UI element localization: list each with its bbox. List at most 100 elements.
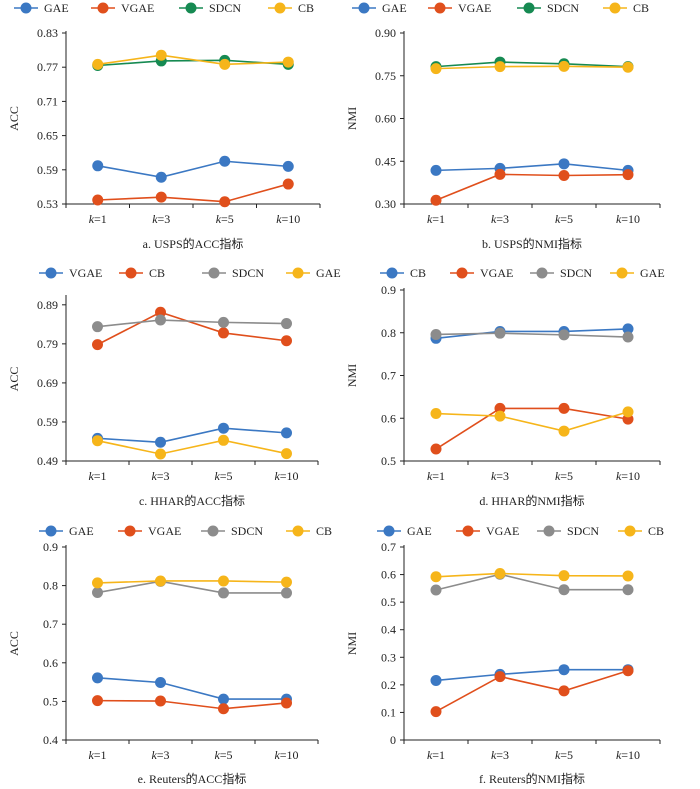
- legend-swatch-marker: [274, 2, 286, 14]
- panel-caption: a. USPS的ACC指标: [143, 236, 244, 251]
- data-point-gae: [430, 674, 442, 686]
- legend-swatch-marker: [207, 525, 219, 537]
- legend-item: GAE: [352, 1, 407, 15]
- legend-item: SDCN: [201, 524, 263, 538]
- legend-item: CB: [286, 524, 332, 538]
- y-axis-label: NMI: [345, 632, 359, 655]
- y-tick-label: 0.7: [381, 540, 396, 554]
- data-point-gae: [92, 672, 103, 684]
- legend-swatch-marker: [624, 525, 636, 537]
- data-point-cb: [92, 339, 103, 351]
- data-point-gae: [92, 435, 103, 447]
- x-tick-label: k=1: [88, 748, 106, 762]
- data-point-vgae: [622, 169, 634, 181]
- series-line-sdcn: [97, 580, 287, 594]
- series-line-vgae: [435, 173, 629, 202]
- data-point-cb: [622, 61, 634, 73]
- legend-swatch-marker: [97, 2, 109, 14]
- legend-label: SDCN: [567, 524, 599, 538]
- legend-label: GAE: [316, 266, 341, 280]
- legend-swatch-marker: [609, 2, 621, 14]
- legend-label: SDCN: [209, 1, 241, 15]
- y-tick-label: 0.4: [381, 623, 396, 637]
- legend-item: SDCN: [179, 1, 241, 15]
- x-tick-label: k=5: [555, 469, 573, 483]
- legend-item: GAE: [39, 524, 94, 538]
- y-tick-label: 0.60: [375, 112, 396, 126]
- series-line-vgae: [97, 699, 287, 710]
- series-line-cb: [97, 580, 287, 584]
- y-tick-label: 0.69: [37, 376, 58, 390]
- x-tick-label: k=3: [152, 212, 170, 226]
- legend-item: GAE: [610, 266, 665, 280]
- data-point-vgae: [281, 427, 292, 439]
- x-tick-label: k=3: [151, 748, 169, 762]
- x-tick-label: k=5: [555, 748, 573, 762]
- data-point-vgae: [494, 671, 506, 683]
- legend-swatch-marker: [456, 267, 468, 279]
- y-axis-label: NMI: [345, 364, 359, 387]
- series-line-gae: [97, 439, 287, 455]
- legend-item: SDCN: [517, 1, 579, 15]
- y-tick-label: 0.30: [375, 197, 396, 211]
- legend-item: GAE: [286, 266, 341, 280]
- legend-label: VGAE: [480, 266, 513, 280]
- legend-item: VGAE: [39, 266, 102, 280]
- panel-caption: c. HHAR的ACC指标: [139, 493, 245, 508]
- data-point-cb: [622, 570, 634, 582]
- series-line-cb: [97, 311, 287, 346]
- x-tick-label: k=3: [491, 212, 509, 226]
- data-point-sdcn: [622, 584, 634, 596]
- legend-swatch-marker: [434, 2, 446, 14]
- legend-label: CB: [149, 266, 165, 280]
- legend-label: SDCN: [231, 524, 263, 538]
- series-line-cb: [97, 54, 289, 66]
- data-point-vgae: [622, 665, 634, 677]
- data-point-vgae: [155, 191, 167, 203]
- legend-label: GAE: [44, 1, 69, 15]
- chart-panel-e: 0.4 0.5 0.6 0.7 0.8 0.9 k=1 k=3 k=5 k=10 ACC e. Reu…: [7, 524, 332, 786]
- y-tick-label: 0.8: [43, 579, 58, 593]
- data-point-gae: [430, 164, 442, 176]
- data-point-cb: [430, 63, 442, 75]
- legend-label: CB: [633, 1, 649, 15]
- x-tick-label: k=5: [216, 212, 234, 226]
- series-line-gae: [97, 160, 289, 179]
- legend-label: CB: [316, 524, 332, 538]
- data-point-sdcn: [155, 314, 166, 326]
- data-point-sdcn: [558, 584, 570, 596]
- data-point-cb: [282, 56, 294, 68]
- y-tick-label: 0.1: [381, 705, 396, 719]
- data-point-sdcn: [281, 318, 292, 330]
- data-point-gae: [281, 448, 292, 460]
- data-point-cb: [622, 323, 634, 335]
- x-tick-label: k=3: [491, 469, 509, 483]
- series-line-gae: [435, 411, 629, 432]
- panel-caption: d. HHAR的NMI指标: [479, 493, 584, 508]
- data-point-gae: [622, 406, 634, 418]
- data-point-cb: [281, 335, 292, 347]
- y-tick-label: 0.5: [381, 454, 396, 468]
- y-tick-label: 0.59: [37, 415, 58, 429]
- data-point-cb: [155, 575, 166, 587]
- data-point-gae: [219, 155, 231, 167]
- panel-caption: f. Reuters的NMI指标: [479, 771, 585, 786]
- data-point-vgae: [219, 196, 231, 208]
- legend-label: VGAE: [486, 524, 519, 538]
- x-tick-label: k=10: [274, 748, 298, 762]
- data-point-vgae: [494, 402, 506, 414]
- data-point-cb: [218, 575, 229, 587]
- data-point-cb: [494, 567, 506, 579]
- x-tick-label: k=1: [88, 469, 106, 483]
- y-tick-label: 0.45: [375, 154, 396, 168]
- y-tick-label: 0.89: [37, 298, 58, 312]
- data-point-cb: [92, 58, 104, 70]
- legend-swatch-marker: [20, 2, 32, 14]
- y-axis-label: ACC: [7, 631, 21, 656]
- data-point-vgae: [494, 168, 506, 180]
- data-point-vgae: [430, 194, 442, 206]
- legend-label: GAE: [407, 524, 432, 538]
- chart-panel-f: 0 0.1 0.2 0.3 0.4 0.5 0.6 0.7 k=1 k=3 k=5 k=10 NMI f.…: [345, 524, 664, 786]
- legend-item: SDCN: [530, 266, 592, 280]
- chart-panel-b: 0.30 0.45 0.60 0.75 0.90 k=1 k=3 k=5 k=10 NMI b. U…: [345, 1, 661, 251]
